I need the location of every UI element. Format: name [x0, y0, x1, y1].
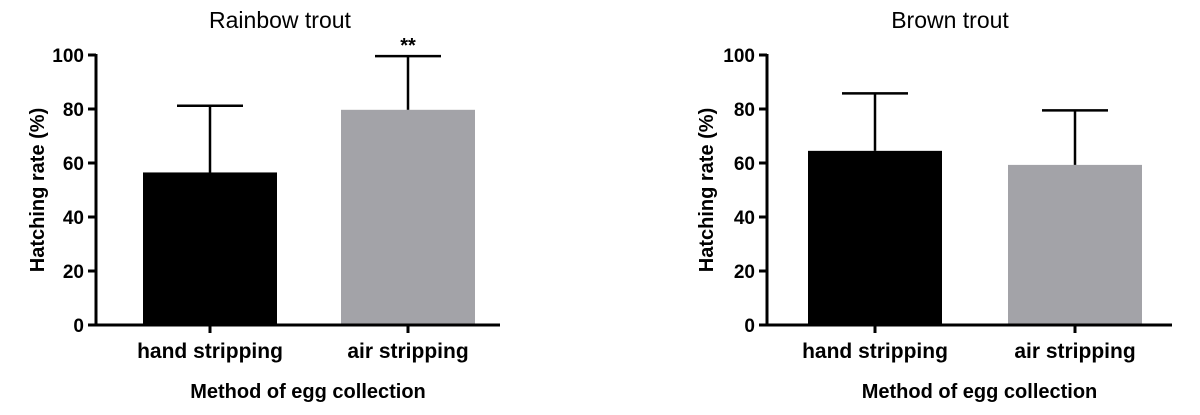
y-tick-label-100: 100: [52, 46, 84, 67]
y-tick-label-40: 40: [63, 208, 84, 229]
significance-annotation: **: [400, 35, 416, 57]
y-tick-label-20: 20: [734, 262, 755, 283]
y-tick-label-0: 0: [744, 316, 755, 337]
y-tick-label-0: 0: [73, 316, 84, 337]
y-tick-label-80: 80: [63, 100, 84, 121]
y-tick-label-80: 80: [734, 100, 755, 121]
bar-1: [341, 109, 475, 325]
bar-0: [143, 172, 277, 325]
y-tick-label-60: 60: [734, 154, 755, 175]
chart-rainbow-trout: Rainbow trout Hatching rate (%) hand strip…: [27, 7, 500, 403]
x-tick-label-1: air stripping: [1014, 340, 1135, 363]
chart-title: Rainbow trout: [209, 7, 352, 33]
y-tick-label-100: 100: [723, 46, 755, 67]
x-tick-label-1: air stripping: [347, 340, 468, 363]
y-tick-label-20: 20: [63, 262, 84, 283]
bar-1: [1008, 164, 1142, 325]
x-axis-label: Method of egg collection: [190, 381, 426, 403]
bar-0: [808, 150, 942, 325]
y-tick-label-40: 40: [734, 208, 755, 229]
x-axis-label: Method of egg collection: [862, 381, 1098, 403]
x-tick-label-0: hand stripping: [137, 340, 283, 363]
chart-title: Brown trout: [891, 7, 1009, 33]
y-tick-label-60: 60: [63, 154, 84, 175]
y-axis-label: Hatching rate (%): [27, 108, 49, 272]
x-tick-label-0: hand stripping: [802, 340, 948, 363]
chart-brown-trout: Brown trout Hatching rate (%) hand strippi…: [696, 7, 1172, 403]
y-axis-label: Hatching rate (%): [696, 108, 718, 272]
